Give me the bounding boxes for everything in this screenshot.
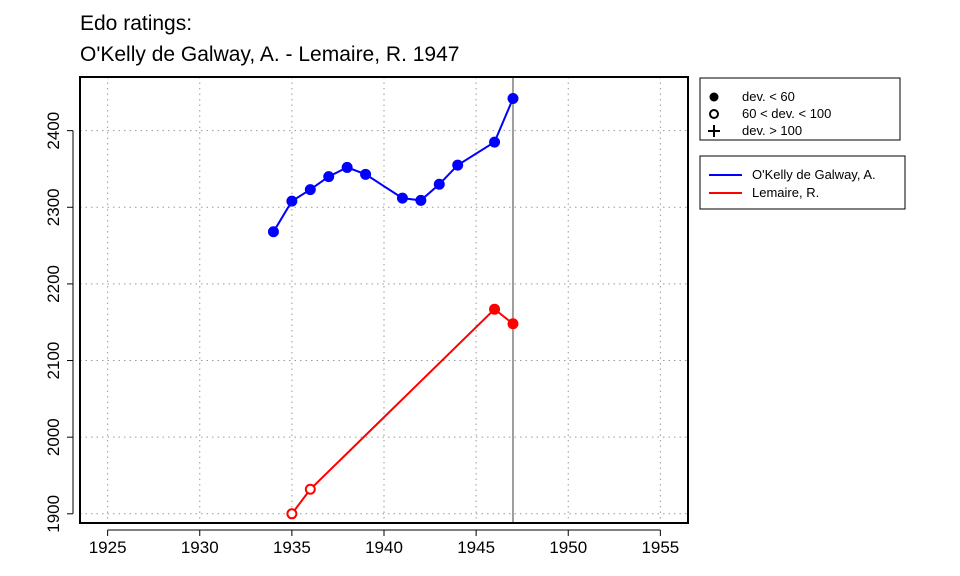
series-legend-box bbox=[699, 155, 906, 210]
y-tick-label: 2400 bbox=[44, 112, 63, 150]
data-point bbox=[304, 483, 316, 495]
axes: 1925 1930 1935 1940 1945 1950 1955 1900 2000 2100… bbox=[44, 112, 679, 557]
data-point bbox=[396, 192, 408, 204]
series-legend-label: Lemaire, R. bbox=[752, 185, 819, 200]
open-circle-icon bbox=[709, 109, 719, 119]
data-point bbox=[489, 303, 501, 315]
x-tick-label: 1945 bbox=[457, 538, 495, 557]
plot-frame bbox=[79, 76, 689, 524]
data-point bbox=[507, 92, 519, 104]
plus-icon bbox=[708, 125, 720, 137]
x-tick-label: 1955 bbox=[641, 538, 679, 557]
data-point bbox=[489, 136, 501, 148]
y-tick-label: 2000 bbox=[44, 418, 63, 456]
data-point bbox=[433, 178, 445, 190]
data-point bbox=[304, 184, 316, 196]
series-legend: O'Kelly de Galway, A. Lemaire, R. bbox=[699, 155, 906, 210]
x-tick-label: 1925 bbox=[89, 538, 127, 557]
series-line-1 bbox=[291, 307, 514, 515]
data-point bbox=[323, 171, 335, 183]
marker-legend-label: dev. > 100 bbox=[742, 123, 802, 138]
data-point bbox=[452, 159, 464, 171]
x-tick-label: 1950 bbox=[549, 538, 587, 557]
x-tick-label: 1935 bbox=[273, 538, 311, 557]
y-tick-label: 2300 bbox=[44, 188, 63, 226]
chart-title-line-1: Edo ratings: bbox=[80, 12, 192, 35]
grid-lines bbox=[80, 77, 688, 523]
data-point bbox=[415, 194, 427, 206]
series-group bbox=[267, 92, 519, 520]
x-tick-label: 1930 bbox=[181, 538, 219, 557]
marker-legend-label: dev. < 60 bbox=[742, 89, 795, 104]
data-point bbox=[507, 318, 519, 330]
data-point bbox=[360, 168, 372, 180]
series-legend-label: O'Kelly de Galway, A. bbox=[752, 167, 876, 182]
data-point bbox=[267, 226, 279, 238]
chart-title-line-2: O'Kelly de Galway, A. - Lemaire, R. 1947 bbox=[80, 43, 459, 66]
marker-legend: dev. < 60 60 < dev. < 100 dev. > 100 bbox=[699, 77, 901, 141]
x-tick-label: 1940 bbox=[365, 538, 403, 557]
filled-circle-icon bbox=[709, 92, 719, 102]
y-tick-label: 2100 bbox=[44, 342, 63, 380]
data-point bbox=[341, 161, 353, 173]
data-point bbox=[286, 508, 298, 520]
series-line-0 bbox=[272, 98, 514, 233]
y-tick-label: 2200 bbox=[44, 265, 63, 303]
marker-legend-box bbox=[699, 77, 901, 141]
data-point bbox=[286, 195, 298, 207]
marker-legend-label: 60 < dev. < 100 bbox=[742, 106, 831, 121]
y-tick-label: 1900 bbox=[44, 495, 63, 533]
